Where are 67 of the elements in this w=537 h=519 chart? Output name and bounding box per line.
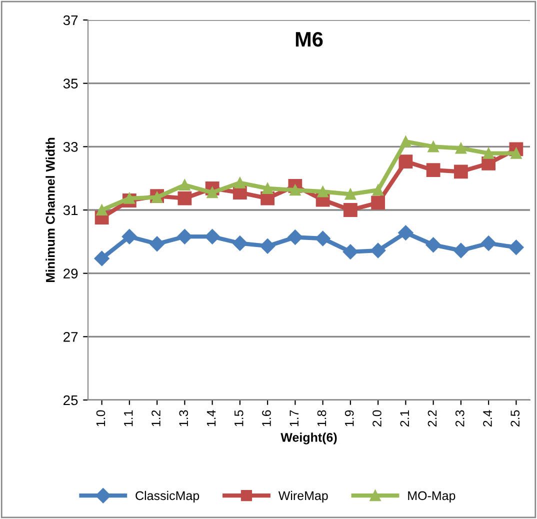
x-tick-label: 2.2 <box>428 410 437 426</box>
chart-title: M6 <box>296 32 323 47</box>
point <box>179 179 190 191</box>
y-tick-label: 31 <box>63 205 78 216</box>
y-tick-label: 37 <box>63 15 78 26</box>
point <box>177 229 192 244</box>
x-axis-title: Weight(6) <box>280 432 337 444</box>
x-tick-label: 1.4 <box>206 410 216 426</box>
point <box>317 186 328 198</box>
point <box>262 182 274 194</box>
y-axis-title: Minimum Channel Width <box>46 138 55 282</box>
point <box>234 177 246 188</box>
x-tick-label: 1.8 <box>317 410 326 426</box>
point <box>454 164 468 179</box>
point <box>149 236 165 252</box>
x-tick-label: 2.3 <box>455 410 464 426</box>
y-tick-label: 29 <box>64 268 78 279</box>
point <box>94 250 110 266</box>
point <box>483 148 494 159</box>
legend-label: MO-Map <box>408 491 456 503</box>
point <box>204 229 220 244</box>
point <box>426 237 441 252</box>
point <box>260 238 276 254</box>
point <box>398 154 413 168</box>
point <box>96 204 108 216</box>
x-tick-label: 2.0 <box>372 410 382 426</box>
point <box>344 188 356 200</box>
y-tick-label: 33 <box>63 142 78 152</box>
point <box>455 142 466 154</box>
point <box>342 244 358 260</box>
y-tick-label: 25 <box>64 395 78 406</box>
point <box>206 187 218 198</box>
point <box>371 196 386 210</box>
y-tick-label: 35 <box>63 78 78 89</box>
point <box>343 203 358 217</box>
x-tick-label: 2.4 <box>483 410 492 426</box>
point <box>315 230 330 246</box>
x-tick-label: 1.9 <box>344 410 354 426</box>
point <box>480 236 496 251</box>
point <box>428 141 439 152</box>
point <box>508 240 524 255</box>
legend-label: WireMap <box>278 490 328 503</box>
point <box>152 192 163 203</box>
x-tick-label: 1.7 <box>290 410 298 426</box>
point <box>290 184 301 196</box>
point <box>288 230 303 245</box>
x-tick-label: 2.1 <box>400 410 409 426</box>
point <box>178 191 192 206</box>
point <box>232 236 248 251</box>
point <box>510 148 522 159</box>
x-tick-label: 1.3 <box>179 410 188 426</box>
point <box>426 163 440 178</box>
point <box>122 229 138 244</box>
x-tick-label: 1.5 <box>234 410 244 426</box>
point <box>370 242 386 258</box>
point <box>372 184 384 196</box>
x-tick-label: 2.5 <box>510 410 520 426</box>
x-tick-label: 1.6 <box>262 410 271 426</box>
x-tick-label: 1.0 <box>96 410 106 426</box>
x-tick-label: 1.1 <box>124 410 133 426</box>
point <box>124 192 135 204</box>
point <box>453 242 469 258</box>
point <box>398 225 414 240</box>
x-tick-label: 1.2 <box>152 410 160 426</box>
legend-label: ClassicMap <box>136 490 200 503</box>
y-tick-label: 27 <box>64 332 78 342</box>
point <box>400 136 412 148</box>
